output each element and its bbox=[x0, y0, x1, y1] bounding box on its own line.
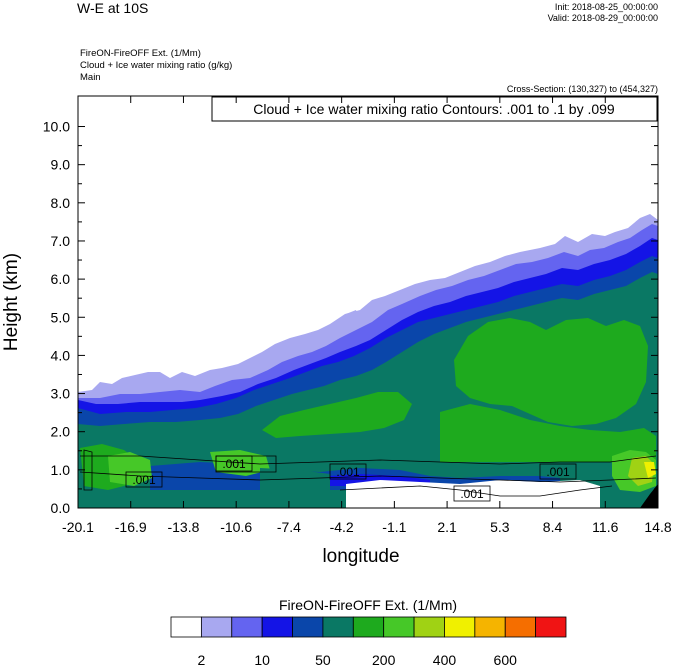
plot-fill bbox=[78, 96, 658, 508]
contour-labels: .001 .001 .001 .001 .001 bbox=[125, 455, 577, 502]
level-yellow bbox=[644, 462, 656, 478]
y-tick-label: 9.0 bbox=[51, 157, 71, 173]
colorbar-swatch bbox=[535, 616, 567, 638]
contour-label: .001 bbox=[132, 473, 156, 487]
colorbar-swatch bbox=[504, 616, 537, 638]
cross-section-label: Cross-Section: (130,327) to (454,327) bbox=[506, 84, 658, 94]
x-tick-label: -13.8 bbox=[167, 519, 199, 535]
colorbar-swatch bbox=[474, 616, 506, 638]
colorbar-swatch bbox=[292, 616, 324, 638]
init-time: Init: 2018-08-25_00:00:00 bbox=[554, 2, 658, 12]
level-green-mid bbox=[262, 392, 412, 438]
x-tick-label: 5.3 bbox=[490, 519, 510, 535]
contour-label-box bbox=[539, 463, 577, 480]
x-tick-label: 11.6 bbox=[592, 519, 618, 535]
contour-label: .001 bbox=[546, 465, 570, 479]
colorbar-swatch bbox=[444, 616, 476, 638]
colorbar-label: 200 bbox=[372, 652, 396, 667]
y-tick-label: 10.0 bbox=[43, 119, 70, 135]
contour-info-box bbox=[211, 96, 658, 122]
y-tick-label: 7.0 bbox=[51, 233, 71, 249]
colorbar-swatch bbox=[383, 616, 415, 638]
main-title: W-E at 10S bbox=[77, 0, 149, 16]
x-tick-label: -7.4 bbox=[277, 519, 301, 535]
x-tick-label: 8.4 bbox=[543, 519, 563, 535]
colorbar-swatch bbox=[170, 616, 202, 638]
colorbar bbox=[170, 616, 567, 638]
terrain-corner bbox=[640, 484, 658, 508]
colorbar-label: 10 bbox=[254, 652, 270, 667]
level-white-gap bbox=[346, 480, 600, 508]
colorbar-swatch bbox=[231, 616, 263, 638]
y-tick-label: 0.0 bbox=[51, 500, 71, 516]
contour-label-box bbox=[215, 455, 253, 472]
contour-label-box bbox=[329, 463, 367, 480]
y-tick-label: 8.0 bbox=[51, 195, 71, 211]
y-tick-label: 4.0 bbox=[51, 347, 71, 363]
valid-time: Valid: 2018-08-29_00:00:00 bbox=[547, 13, 658, 23]
x-tick-label: -4.2 bbox=[330, 519, 354, 535]
y-axis-label: Height (km) bbox=[1, 253, 22, 351]
x-tick-label: 2.1 bbox=[437, 519, 457, 535]
x-tick-label: -10.6 bbox=[220, 519, 252, 535]
level-green-mid2 bbox=[440, 404, 656, 462]
domain-label: Main bbox=[80, 72, 101, 83]
colorbar-label: 50 bbox=[315, 652, 331, 667]
colorbar-label: 2 bbox=[197, 652, 205, 667]
cloud-contours bbox=[79, 449, 657, 497]
x-tick-label: 14.8 bbox=[644, 519, 671, 535]
level-green-upper bbox=[454, 318, 648, 426]
plot-frame bbox=[77, 95, 659, 509]
colorbar-swatch bbox=[261, 616, 293, 638]
contour-label: .001 bbox=[222, 457, 246, 471]
colorbar-label: 400 bbox=[433, 652, 457, 667]
y-tick-label: 2.0 bbox=[51, 424, 71, 440]
colorbar-swatch bbox=[413, 616, 445, 638]
level-light-green-low bbox=[108, 452, 152, 486]
contour-label: .001 bbox=[460, 487, 484, 501]
y-tick-label: 5.0 bbox=[51, 309, 71, 325]
field-label-mixing-ratio: Cloud + Ice water mixing ratio (g/kg) bbox=[80, 60, 233, 71]
colorbar-labels: 2 10 50 200 400 600 bbox=[197, 652, 517, 667]
y-tick-label: 3.0 bbox=[51, 386, 71, 402]
y-axis: 0.0 1.0 2.0 3.0 4.0 5.0 6.0 7.0 8.0 9.0 10.0 bbox=[43, 119, 658, 516]
colorbar-swatch bbox=[200, 616, 233, 638]
x-tick-label: -1.1 bbox=[382, 519, 406, 535]
x-tick-label: -16.9 bbox=[115, 519, 147, 535]
y-tick-label: 6.0 bbox=[51, 271, 71, 287]
contour-label-box bbox=[125, 471, 163, 488]
y-tick-label: 1.0 bbox=[51, 462, 71, 478]
contour-label: .001 bbox=[336, 465, 360, 479]
x-tick-label: -20.1 bbox=[62, 519, 94, 535]
x-axis-label: longitude bbox=[322, 546, 399, 567]
colorbar-title: FireON-FireOFF Ext. (1/Mm) bbox=[279, 597, 457, 613]
colorbar-swatch bbox=[352, 616, 385, 638]
contour-label-box bbox=[453, 485, 491, 502]
x-axis: -20.1 -16.9 -13.8 -10.6 -7.4 -4.2 -1.1 2.1 5.3 8.… bbox=[62, 96, 672, 535]
field-label-extinction: FireON-FireOFF Ext. (1/Mm) bbox=[80, 48, 201, 59]
colorbar-swatch bbox=[322, 616, 354, 638]
colorbar-label: 600 bbox=[494, 652, 518, 667]
contour-info-text: Cloud + Ice water mixing ratio Contours:… bbox=[253, 101, 615, 117]
